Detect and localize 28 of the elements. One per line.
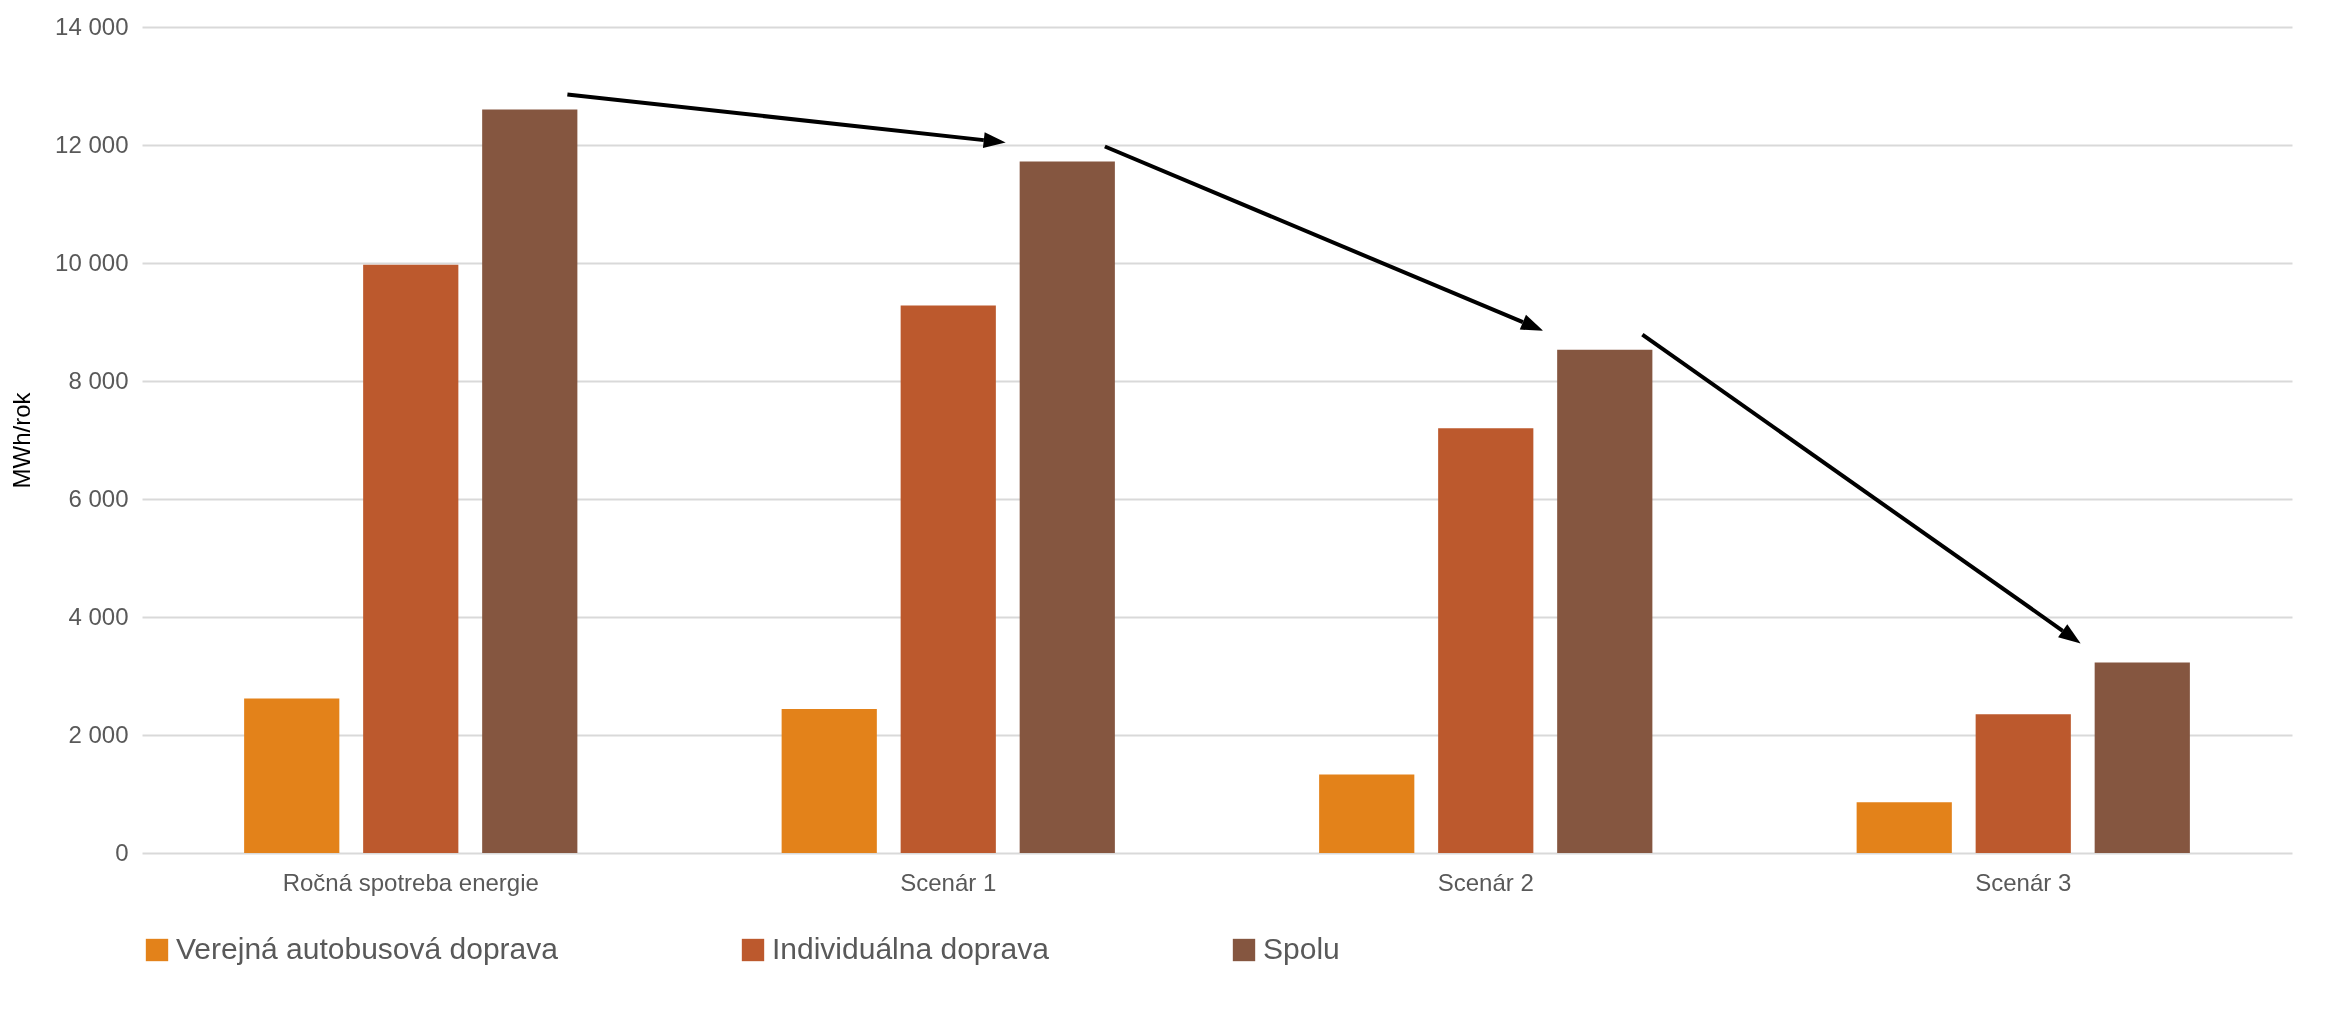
bar: [2094, 662, 2190, 853]
y-tick-label: 14 000: [55, 12, 129, 40]
y-tick-label: 2 000: [68, 720, 129, 748]
bar: [363, 264, 459, 853]
y-tick-label: 10 000: [55, 248, 129, 276]
x-tick-label: Scenár 1: [900, 868, 997, 896]
bar: [1856, 802, 1952, 853]
y-tick-label: 6 000: [68, 484, 129, 512]
bar: [482, 109, 578, 853]
x-tick-label: Scenár 2: [1437, 868, 1534, 896]
legend-label: Verejná autobusová doprava: [176, 932, 559, 965]
y-tick-label: 4 000: [68, 602, 129, 630]
y-tick-label: 0: [115, 838, 129, 866]
x-tick-label: Ročná spotreba energie: [282, 868, 539, 896]
bar: [1438, 428, 1534, 853]
bar: [1319, 774, 1415, 853]
y-tick-label: 12 000: [55, 130, 129, 158]
legend-label: Spolu: [1263, 932, 1340, 965]
legend-label: Individuálna doprava: [772, 932, 1050, 965]
y-tick-label: 8 000: [68, 366, 129, 394]
bar: [1975, 714, 2071, 853]
bar: [781, 709, 877, 853]
x-tick-label: Scenár 3: [1975, 868, 2072, 896]
bar: [900, 305, 996, 853]
bar: [244, 698, 340, 853]
bar: [1557, 349, 1653, 853]
bar: [1019, 161, 1115, 853]
y-axis-title: MWh/rok: [8, 391, 36, 489]
